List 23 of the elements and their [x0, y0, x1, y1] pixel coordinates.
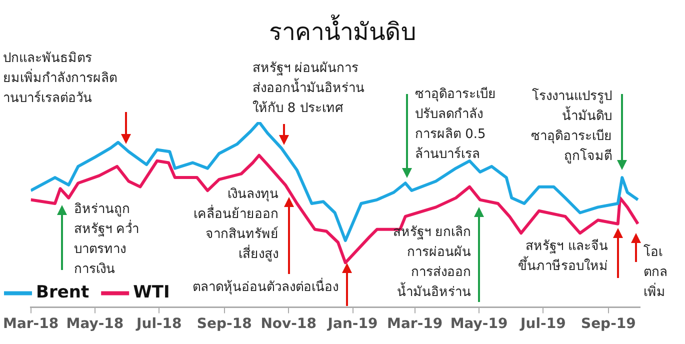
annotation: อิหร่านถูก สหรัฐฯ คว่ำ บาตรทาง การเงิน: [74, 202, 140, 277]
annotation: ซาอุดิอาระเบีย ปรับลดกำลัง การผลิต 0.5 ล้านบาร์เรล: [414, 86, 496, 162]
text: โอเ ตกล เพิ่ม: [644, 244, 668, 300]
annotation: สหรัฐฯ และจีน ขึ้นภาษีรอบใหม่: [518, 238, 608, 274]
annotation: สหรัฐฯ ยกเลิก การผ่อนผัน การส่งออก น้ำมันอิหร่าน: [392, 224, 472, 300]
x-tick-label: Nov-18: [260, 316, 316, 332]
annotation: เงินลงทุน เคลื่อนย้ายออก จากสินทรัพย์ เสี่ยงสูง: [194, 186, 279, 262]
x-tick-label: May-18: [66, 316, 124, 332]
x-tick-label: Jan-19: [326, 316, 378, 332]
legend-label: Brent: [36, 282, 90, 303]
annotation: โรงงานแปรรูป น้ำมันดิบ ซาอุดิอาระเบีย ถูกโจมตี: [531, 88, 612, 164]
text: ปกและพันธมิตร ยมเพิ่มกำลังการผลิต านบาร์เรลต่อวัน: [3, 50, 117, 106]
x-tick-label: Jul-19: [520, 316, 566, 332]
x-tick-label: Mar-19: [387, 316, 443, 332]
annotation: ตลาดหุ้นอ่อนตัวลงต่อเนื่อง: [192, 278, 339, 295]
x-tick-label: Mar-18: [3, 316, 59, 332]
x-tick-label: Sep-18: [196, 316, 252, 332]
chart-title: ราคาน้ำมันดิบ: [268, 14, 417, 48]
text: สหรัฐฯ ผ่อนผันการ ส่งออกน้ำมันอิหร่าน ให้กับ 8 ประเทศ: [252, 60, 364, 116]
x-tick-label: Sep-19: [580, 316, 636, 332]
x-tick-label: Jul-18: [136, 316, 182, 332]
legend-label: WTI: [133, 282, 170, 303]
x-tick-label: May-19: [450, 316, 508, 332]
